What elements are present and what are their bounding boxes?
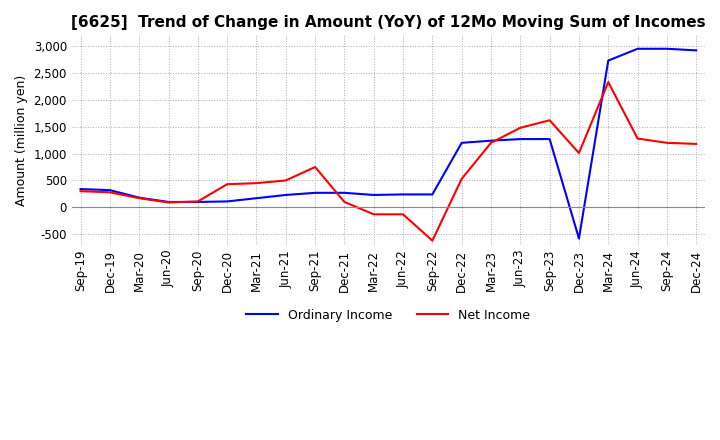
Ordinary Income <box>399 192 408 197</box>
Ordinary Income <box>428 192 437 197</box>
Ordinary Income <box>194 199 202 205</box>
Net Income <box>634 136 642 141</box>
Net Income <box>487 140 495 146</box>
Ordinary Income <box>223 199 232 204</box>
Ordinary Income <box>516 136 525 142</box>
Net Income <box>457 176 466 181</box>
Ordinary Income <box>692 48 701 53</box>
Net Income <box>252 180 261 186</box>
Net Income <box>575 150 583 156</box>
Ordinary Income <box>487 138 495 143</box>
Ordinary Income <box>369 192 378 198</box>
Net Income <box>76 189 85 194</box>
Title: [6625]  Trend of Change in Amount (YoY) of 12Mo Moving Sum of Incomes: [6625] Trend of Change in Amount (YoY) o… <box>71 15 706 30</box>
Line: Ordinary Income: Ordinary Income <box>81 49 696 238</box>
Net Income <box>692 141 701 147</box>
Ordinary Income <box>164 199 173 205</box>
Net Income <box>604 80 613 85</box>
Net Income <box>545 117 554 123</box>
Ordinary Income <box>106 187 114 193</box>
Ordinary Income <box>604 58 613 63</box>
Ordinary Income <box>340 190 348 195</box>
Legend: Ordinary Income, Net Income: Ordinary Income, Net Income <box>241 304 536 327</box>
Net Income <box>662 140 671 146</box>
Net Income <box>399 212 408 217</box>
Ordinary Income <box>634 46 642 51</box>
Net Income <box>282 178 290 183</box>
Net Income <box>106 190 114 195</box>
Ordinary Income <box>76 187 85 192</box>
Net Income <box>223 182 232 187</box>
Ordinary Income <box>575 236 583 241</box>
Net Income <box>428 238 437 243</box>
Net Income <box>164 200 173 205</box>
Ordinary Income <box>282 192 290 198</box>
Net Income <box>340 199 348 205</box>
Net Income <box>369 212 378 217</box>
Ordinary Income <box>545 136 554 142</box>
Ordinary Income <box>457 140 466 146</box>
Ordinary Income <box>662 46 671 51</box>
Line: Net Income: Net Income <box>81 82 696 241</box>
Ordinary Income <box>311 190 320 195</box>
Net Income <box>135 195 143 201</box>
Net Income <box>516 125 525 130</box>
Ordinary Income <box>135 195 143 200</box>
Net Income <box>311 165 320 170</box>
Y-axis label: Amount (million yen): Amount (million yen) <box>15 74 28 206</box>
Ordinary Income <box>252 195 261 201</box>
Net Income <box>194 199 202 204</box>
